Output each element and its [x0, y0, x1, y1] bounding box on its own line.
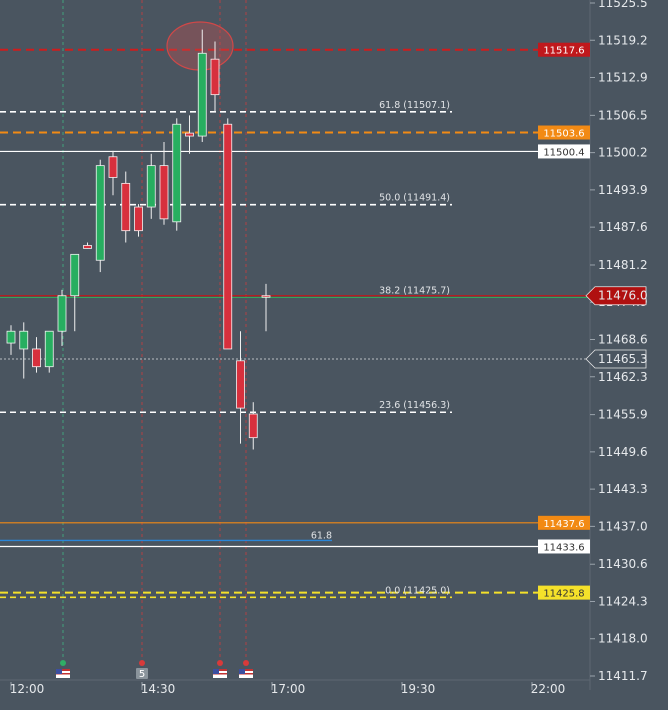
candle-body[interactable] — [197, 52, 207, 137]
event-badge[interactable] — [136, 668, 148, 679]
y-tick-label: 11481.2 — [598, 258, 648, 272]
price-tag-label-5: 11437.6 — [543, 519, 584, 530]
y-tick-label: 11437.0 — [598, 519, 648, 533]
y-tick-label: 11519.2 — [598, 33, 648, 47]
us-flag-stripe — [239, 669, 253, 671]
price-tag-5[interactable] — [538, 515, 590, 530]
y-tick-label: 11411.7 — [598, 669, 648, 683]
price-tag-3[interactable] — [585, 286, 647, 306]
y-tick-label: 11487.6 — [598, 220, 648, 234]
candle-body[interactable] — [19, 330, 29, 350]
event-dot — [60, 660, 66, 666]
candle-body[interactable] — [210, 58, 220, 96]
y-tick-label: 11500.2 — [598, 146, 648, 160]
price-tag-label-3: 11476.0 — [598, 289, 648, 303]
event-dot — [139, 660, 145, 666]
y-tick-label: 11525.5 — [598, 0, 648, 10]
us-flag-stripe — [239, 673, 253, 675]
us-flag-canton — [213, 669, 219, 674]
y-tick-label: 11418.0 — [598, 632, 648, 646]
event-dot — [217, 660, 223, 666]
y-tick-label: 11462.3 — [598, 370, 648, 384]
x-tick-label: 14:30 — [141, 682, 176, 696]
y-tick-label: 11493.9 — [598, 183, 648, 197]
price-tag-label-0: 11517.6 — [543, 46, 584, 57]
candle-body[interactable] — [121, 182, 131, 232]
candle-body[interactable] — [261, 295, 271, 298]
candle-body[interactable] — [83, 245, 92, 249]
fib-label-0: 61.8 (11507.1) — [379, 100, 450, 111]
y-tick-label: 11449.6 — [598, 445, 648, 459]
x-tick-label: 19:30 — [401, 682, 436, 696]
y-tick-label: 11506.5 — [598, 108, 648, 122]
us-flag-stripe — [213, 673, 227, 675]
x-tick-label: 17:00 — [271, 682, 306, 696]
us-flag-stripe — [213, 669, 227, 671]
candle-body[interactable] — [57, 295, 67, 332]
price-tag-7[interactable] — [538, 585, 590, 600]
price-tag-label-7: 11425.8 — [543, 589, 584, 600]
fib-label-4: 0.0 (11425.0) — [385, 585, 450, 596]
us-flag-stripe — [56, 669, 70, 671]
fib-label-3: 23.6 (11456.3) — [379, 400, 450, 411]
candle-body[interactable] — [223, 123, 233, 350]
price-tag-6[interactable] — [538, 539, 590, 554]
y-tick-label: 11455.9 — [598, 408, 648, 422]
y-tick-label: 11443.3 — [598, 482, 648, 496]
fib-label-2: 38.2 (11475.7) — [379, 286, 450, 297]
x-tick-label: 12:00 — [10, 682, 45, 696]
candle-body[interactable] — [95, 165, 105, 261]
y-tick-label: 11430.6 — [598, 557, 648, 571]
candle-body[interactable] — [159, 165, 169, 220]
y-tick-label: 11424.3 — [598, 594, 648, 608]
price-tag-label-1: 11503.6 — [543, 129, 584, 140]
us-flag-canton — [56, 669, 62, 674]
price-tag-2[interactable] — [538, 144, 590, 159]
price-tag-4[interactable] — [585, 349, 647, 369]
candle-body[interactable] — [236, 360, 245, 409]
candle-body[interactable] — [172, 123, 182, 223]
event-badge-text: 5 — [139, 669, 145, 680]
price-tag-1[interactable] — [538, 125, 590, 140]
candle-body[interactable] — [146, 165, 156, 208]
price-tag-0[interactable] — [538, 42, 590, 57]
us-flag-stripe — [56, 673, 70, 675]
candle-body[interactable] — [134, 206, 143, 232]
price-tag-label-6: 11433.6 — [543, 542, 584, 553]
price-tag-label-4: 11465.3 — [598, 352, 648, 366]
candle-body[interactable] — [248, 413, 258, 439]
candle-body[interactable] — [70, 253, 80, 297]
event-dot — [243, 660, 249, 666]
candle-body[interactable] — [108, 156, 118, 178]
us-flag-canton — [239, 669, 245, 674]
x-tick-label: 22:00 — [531, 682, 566, 696]
price-tag-label-2: 11500.4 — [543, 147, 584, 158]
candle-body[interactable] — [185, 132, 194, 137]
fib-label-1: 50.0 (11491.4) — [379, 193, 450, 204]
candle-body[interactable] — [44, 330, 54, 368]
candle-body[interactable] — [6, 330, 16, 344]
fib-extension-label: 61.8 — [311, 530, 332, 541]
y-tick-label: 11468.6 — [598, 333, 648, 347]
y-tick-label: 11512.9 — [598, 71, 648, 85]
candle-body[interactable] — [32, 348, 41, 368]
